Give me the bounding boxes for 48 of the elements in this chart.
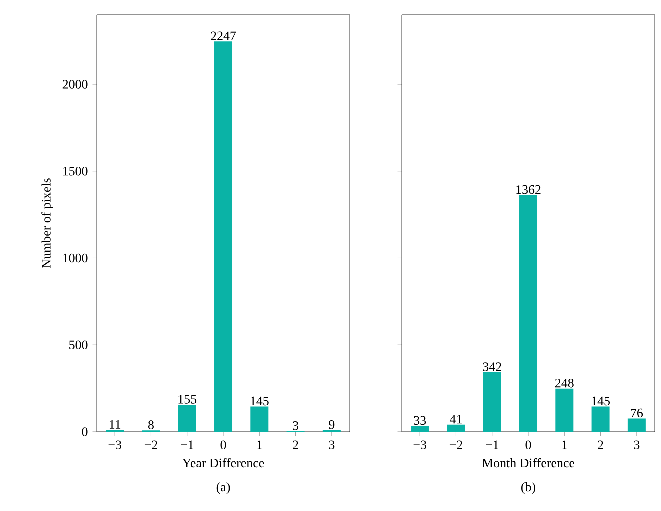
x-tick-label: −3 [108,440,122,450]
y-tick-label: 0 [82,428,88,436]
x-tick-label: 1 [258,440,262,450]
data-label: 11 [110,420,121,429]
bar [520,195,538,432]
bar [214,42,233,432]
data-label: 145 [592,396,610,406]
bar [178,405,196,432]
x-tick-label: 2 [598,440,604,450]
x-tick-label: −1 [181,440,194,450]
x-tick-label: 0 [220,440,226,450]
data-label: 342 [483,362,502,372]
y-tick-label: 2000 [62,80,88,89]
text: (a) [216,482,230,494]
data-label: 8 [148,420,154,430]
x-axis-title: Month Difference [482,458,575,468]
data-label: 145 [251,396,269,406]
x-tick-label: −2 [450,440,462,450]
data-label: 76 [631,408,644,418]
x-tick-label: 2 [293,440,298,450]
bar [556,388,574,432]
x-tick-label: −1 [486,440,498,450]
data-label: 1362 [516,185,541,194]
bar [411,426,430,432]
x-tick-label: 1 [562,440,568,450]
x-tick-label: 3 [329,440,335,450]
y-tick-label: 1000 [63,254,88,263]
data-label: 33 [414,416,426,426]
y-axis-title: Number of pixels [42,178,54,268]
data-label: 41 [450,415,462,424]
bar [250,406,269,432]
data-label: 3 [293,422,299,430]
x-axis-title: Year Difference [182,458,264,468]
text: (b) [522,482,536,494]
x-tick-label: 0 [526,440,532,450]
y-tick-label: 500 [70,340,88,350]
bar [483,372,502,432]
y-tick-label: 1500 [63,166,88,176]
x-tick-label: 3 [634,440,640,450]
bar [447,424,466,432]
bar [592,406,610,432]
data-label: 248 [556,378,574,388]
bar [628,418,646,432]
data-label: 2247 [211,32,236,40]
data-label: 9 [329,420,335,430]
data-label: 155 [178,395,197,404]
x-tick-label: −2 [144,440,158,450]
x-tick-label: −3 [414,440,426,450]
